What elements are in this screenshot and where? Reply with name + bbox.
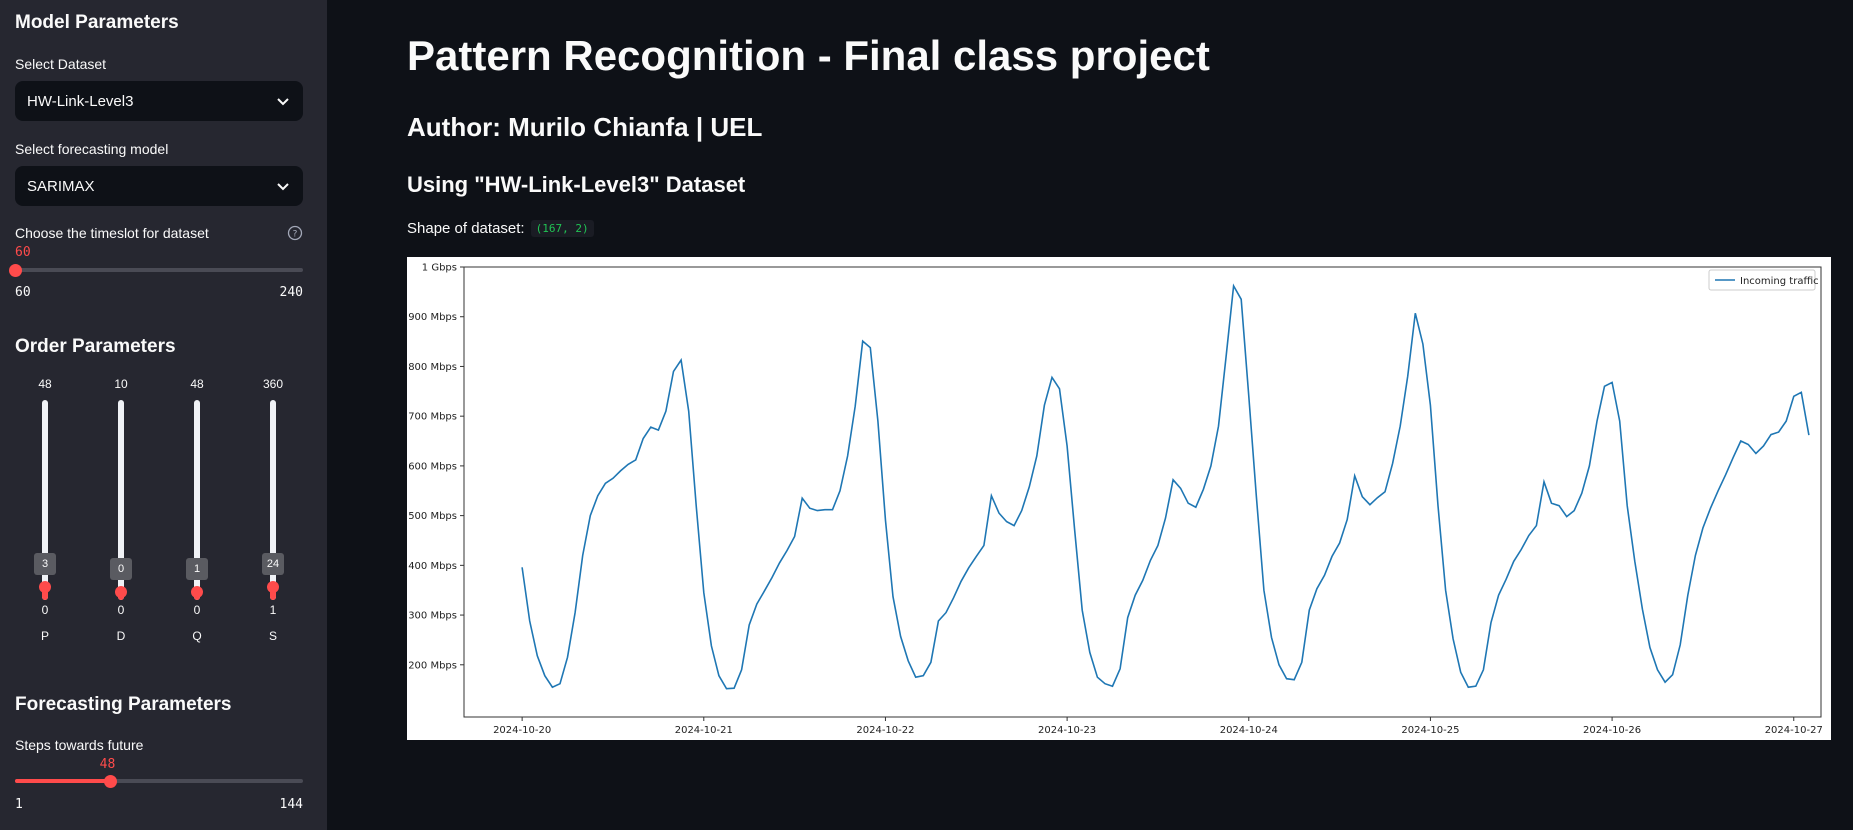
- slider-max-label: 48: [190, 377, 204, 391]
- sidebar: Model Parameters Select Dataset HW-Link-…: [0, 0, 327, 830]
- chevron-down-icon: [277, 98, 289, 106]
- slider-fill: [42, 587, 48, 600]
- y-tick-label: 800 Mbps: [408, 362, 457, 373]
- model-select[interactable]: SARIMAX: [15, 166, 303, 206]
- order-slider-d[interactable]: 10 0 0 D: [91, 370, 151, 650]
- slider-track[interactable]: [194, 400, 200, 600]
- y-tick-label: 700 Mbps: [408, 412, 457, 423]
- x-tick-label: 2024-10-20: [493, 725, 551, 736]
- shape-label: Shape of dataset:: [407, 220, 525, 237]
- author-heading: Author: Murilo Chianfa | UEL: [407, 112, 763, 142]
- dataset-shape: Shape of dataset: (167, 2): [407, 220, 594, 237]
- slider-value-tooltip: 1: [186, 558, 208, 580]
- x-tick-label: 2024-10-21: [675, 725, 733, 736]
- dataset-heading: Using "HW-Link-Level3" Dataset: [407, 172, 746, 197]
- slider-name-label: S: [268, 629, 277, 643]
- order-parameters-heading: Order Parameters: [15, 336, 176, 357]
- slider-min-label: 1: [269, 603, 277, 617]
- slider-min-label: 0: [193, 603, 201, 617]
- x-tick-label: 2024-10-25: [1401, 725, 1459, 736]
- slider-min-label: 0: [117, 603, 125, 617]
- dataset-select-label: Select Dataset: [15, 56, 107, 72]
- slider-max-label: 10: [114, 377, 128, 391]
- model-select-label: Select forecasting model: [15, 141, 169, 157]
- help-icon[interactable]: ?: [287, 225, 303, 241]
- y-tick-label: 300 Mbps: [408, 611, 457, 622]
- slider-fill: [270, 587, 276, 600]
- slider-max-label: 360: [262, 377, 284, 391]
- plot-frame: [463, 266, 1822, 718]
- timeslot-min: 60: [15, 285, 31, 300]
- dataset-select[interactable]: HW-Link-Level3: [15, 81, 303, 121]
- legend-box: [1708, 269, 1816, 291]
- y-tick-label: 1 Gbps: [422, 263, 457, 274]
- page-title: Pattern Recognition - Final class projec…: [407, 32, 1210, 79]
- y-tick-label: 900 Mbps: [408, 312, 457, 323]
- x-tick-label: 2024-10-26: [1583, 725, 1641, 736]
- steps-slider-track[interactable]: [15, 779, 303, 783]
- timeslot-slider-track[interactable]: [15, 268, 303, 272]
- slider-value-tooltip: 24: [262, 553, 284, 575]
- chevron-down-icon: [277, 183, 289, 191]
- timeslot-max: 240: [279, 285, 303, 300]
- model-select-value: SARIMAX: [27, 177, 95, 195]
- slider-thumb[interactable]: [267, 581, 279, 593]
- slider-thumb[interactable]: [115, 586, 127, 598]
- timeslot-value: 60: [15, 245, 31, 260]
- steps-value: 48: [99, 757, 116, 772]
- slider-track[interactable]: [42, 400, 48, 600]
- slider-name-label: D: [116, 629, 126, 643]
- svg-text:?: ?: [293, 230, 298, 240]
- steps-slider-fill: [15, 779, 110, 783]
- y-tick-label: 200 Mbps: [408, 660, 457, 671]
- slider-min-label: 0: [41, 603, 49, 617]
- slider-name-label: P: [40, 629, 49, 643]
- y-tick-label: 400 Mbps: [408, 561, 457, 572]
- legend-label: Incoming traffic: [1740, 276, 1819, 287]
- slider-name-label: Q: [192, 629, 202, 643]
- slider-value-tooltip: 0: [110, 558, 132, 580]
- steps-label: Steps towards future: [15, 737, 144, 753]
- forecasting-parameters-heading: Forecasting Parameters: [15, 694, 232, 715]
- shape-value: (167, 2): [530, 220, 594, 237]
- traffic-chart: 200 Mbps 300 Mbps 400 Mbps 500 Mbps 600 Mbps…: [407, 257, 1831, 740]
- y-tick-label: 500 Mbps: [408, 511, 457, 522]
- steps-max: 144: [279, 797, 303, 812]
- model-parameters-heading: Model Parameters: [15, 12, 179, 33]
- slider-thumb[interactable]: [191, 586, 203, 598]
- steps-slider-thumb[interactable]: [103, 775, 117, 788]
- slider-max-label: 48: [38, 377, 52, 391]
- order-slider-s[interactable]: 360 24 1 S: [243, 370, 303, 650]
- x-tick-label: 2024-10-22: [856, 725, 914, 736]
- dataset-select-value: HW-Link-Level3: [27, 92, 134, 110]
- x-tick-label: 2024-10-27: [1765, 725, 1823, 736]
- order-slider-q[interactable]: 48 1 0 Q: [167, 370, 227, 650]
- slider-value-tooltip: 3: [34, 553, 56, 575]
- series-line-incoming-traffic: [521, 283, 1810, 690]
- traffic-chart-svg: 200 Mbps 300 Mbps 400 Mbps 500 Mbps 600 Mbps…: [408, 263, 1823, 737]
- steps-min: 1: [15, 797, 23, 812]
- slider-track[interactable]: [118, 400, 124, 600]
- main-content: Pattern Recognition - Final class projec…: [327, 0, 1853, 830]
- slider-track[interactable]: [270, 400, 276, 600]
- timeslot-label: Choose the timeslot for dataset: [15, 225, 209, 241]
- y-tick-label: 600 Mbps: [408, 461, 457, 472]
- order-slider-p[interactable]: 48 3 0 P: [15, 370, 75, 650]
- x-tick-label: 2024-10-24: [1220, 725, 1278, 736]
- timeslot-slider-thumb[interactable]: [9, 264, 22, 277]
- x-tick-label: 2024-10-23: [1038, 725, 1096, 736]
- slider-thumb[interactable]: [39, 581, 51, 593]
